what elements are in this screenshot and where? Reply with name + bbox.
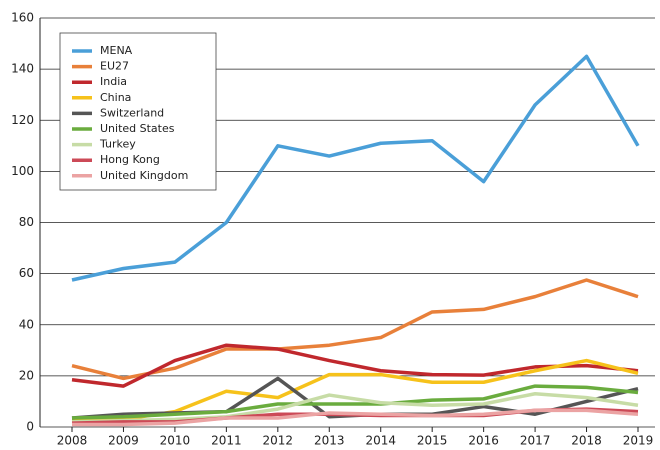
x-tick-label: 2009	[108, 434, 139, 448]
y-tick-label: 160	[11, 11, 34, 25]
x-tick-label: 2017	[520, 434, 551, 448]
y-tick-label: 80	[19, 215, 34, 229]
x-tick-label: 2011	[211, 434, 242, 448]
x-tick-label: 2019	[623, 434, 654, 448]
line-series	[72, 408, 639, 427]
x-tick-label: 2013	[314, 434, 345, 448]
line-series	[71, 343, 639, 388]
legend-box	[59, 32, 217, 191]
legend-label: MENA	[100, 44, 133, 57]
y-tick-label: 120	[11, 113, 34, 127]
x-tick-label: 2015	[417, 434, 448, 448]
line-series	[71, 278, 639, 381]
x-tick-label: 2018	[571, 434, 602, 448]
y-tick-label: 140	[11, 62, 34, 76]
x-tick-label: 2008	[57, 434, 88, 448]
line-series	[71, 54, 640, 282]
y-tick-label: 40	[19, 317, 34, 331]
legend: MENA EU27 India China Switzerland United Stat…	[59, 32, 217, 191]
line-series	[71, 392, 639, 424]
x-tick-label: 2012	[263, 434, 294, 448]
y-tick-label: 100	[11, 164, 34, 178]
legend-label: EU27	[100, 60, 129, 73]
y-tick-label: 60	[19, 266, 34, 280]
y-tick-label: 20	[19, 368, 34, 382]
legend-label: Turkey	[99, 138, 136, 151]
legend-label: China	[100, 91, 131, 104]
legend-label: United States	[100, 122, 175, 135]
x-tick-label: 2016	[468, 434, 499, 448]
legend-label: Switzerland	[100, 106, 164, 119]
line-series	[71, 384, 639, 420]
legend-label: United Kingdom	[100, 169, 188, 182]
x-tick-label: 2010	[160, 434, 191, 448]
legend-label: Hong Kong	[100, 153, 160, 166]
y-tick-label: 0	[26, 420, 34, 434]
legend-label: India	[100, 75, 127, 88]
x-tick-label: 2014	[365, 434, 396, 448]
